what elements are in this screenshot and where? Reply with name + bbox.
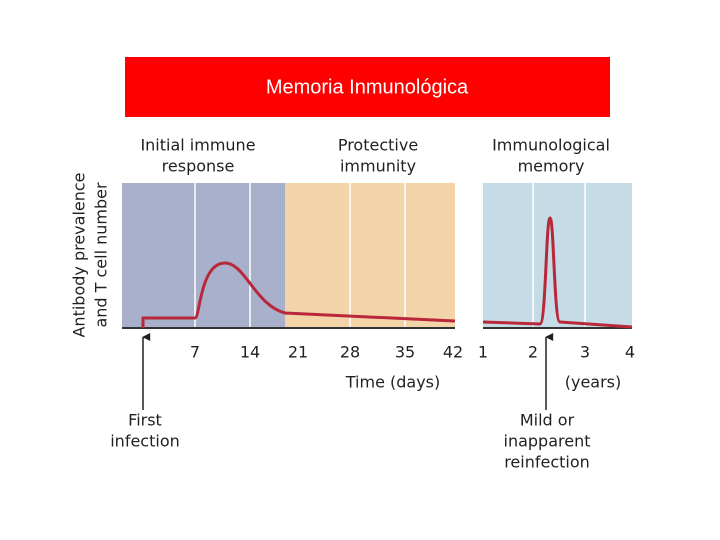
x-axis-label: (years) xyxy=(565,373,622,392)
x-tick-label: 1 xyxy=(478,343,488,362)
annotation: infection xyxy=(110,432,180,451)
y-axis-label: and T cell number xyxy=(92,182,111,328)
annotation: Mild or xyxy=(520,411,575,430)
phase-label: response xyxy=(162,157,235,176)
annotation: First xyxy=(128,411,162,430)
title: Memoria Inmunológica xyxy=(266,76,469,98)
y-axis-label: Antibody prevalence xyxy=(70,172,89,337)
phase-label: immunity xyxy=(340,157,416,176)
x-tick-label: 35 xyxy=(395,343,415,362)
x-axis-label: Time (days) xyxy=(345,373,441,392)
phase-label: Protective xyxy=(338,136,418,155)
phase-label: memory xyxy=(518,157,585,176)
x-tick-label: 42 xyxy=(443,343,463,362)
title-banner xyxy=(125,57,610,117)
phase-panel xyxy=(122,183,285,328)
x-tick-label: 21 xyxy=(288,343,308,362)
phase-label: Initial immune xyxy=(140,136,255,155)
phase-label: Immunological xyxy=(492,136,610,155)
annotation: reinfection xyxy=(504,453,590,472)
x-tick-label: 7 xyxy=(190,343,200,362)
x-tick-label: 4 xyxy=(625,343,635,362)
x-tick-label: 2 xyxy=(528,343,538,362)
response-curve xyxy=(141,261,456,328)
annotation: inapparent xyxy=(504,432,591,451)
x-tick-label: 3 xyxy=(580,343,590,362)
phase-panel xyxy=(285,183,455,328)
x-tick-label: 14 xyxy=(240,343,260,362)
response-curve xyxy=(482,216,633,329)
x-tick-label: 28 xyxy=(340,343,360,362)
